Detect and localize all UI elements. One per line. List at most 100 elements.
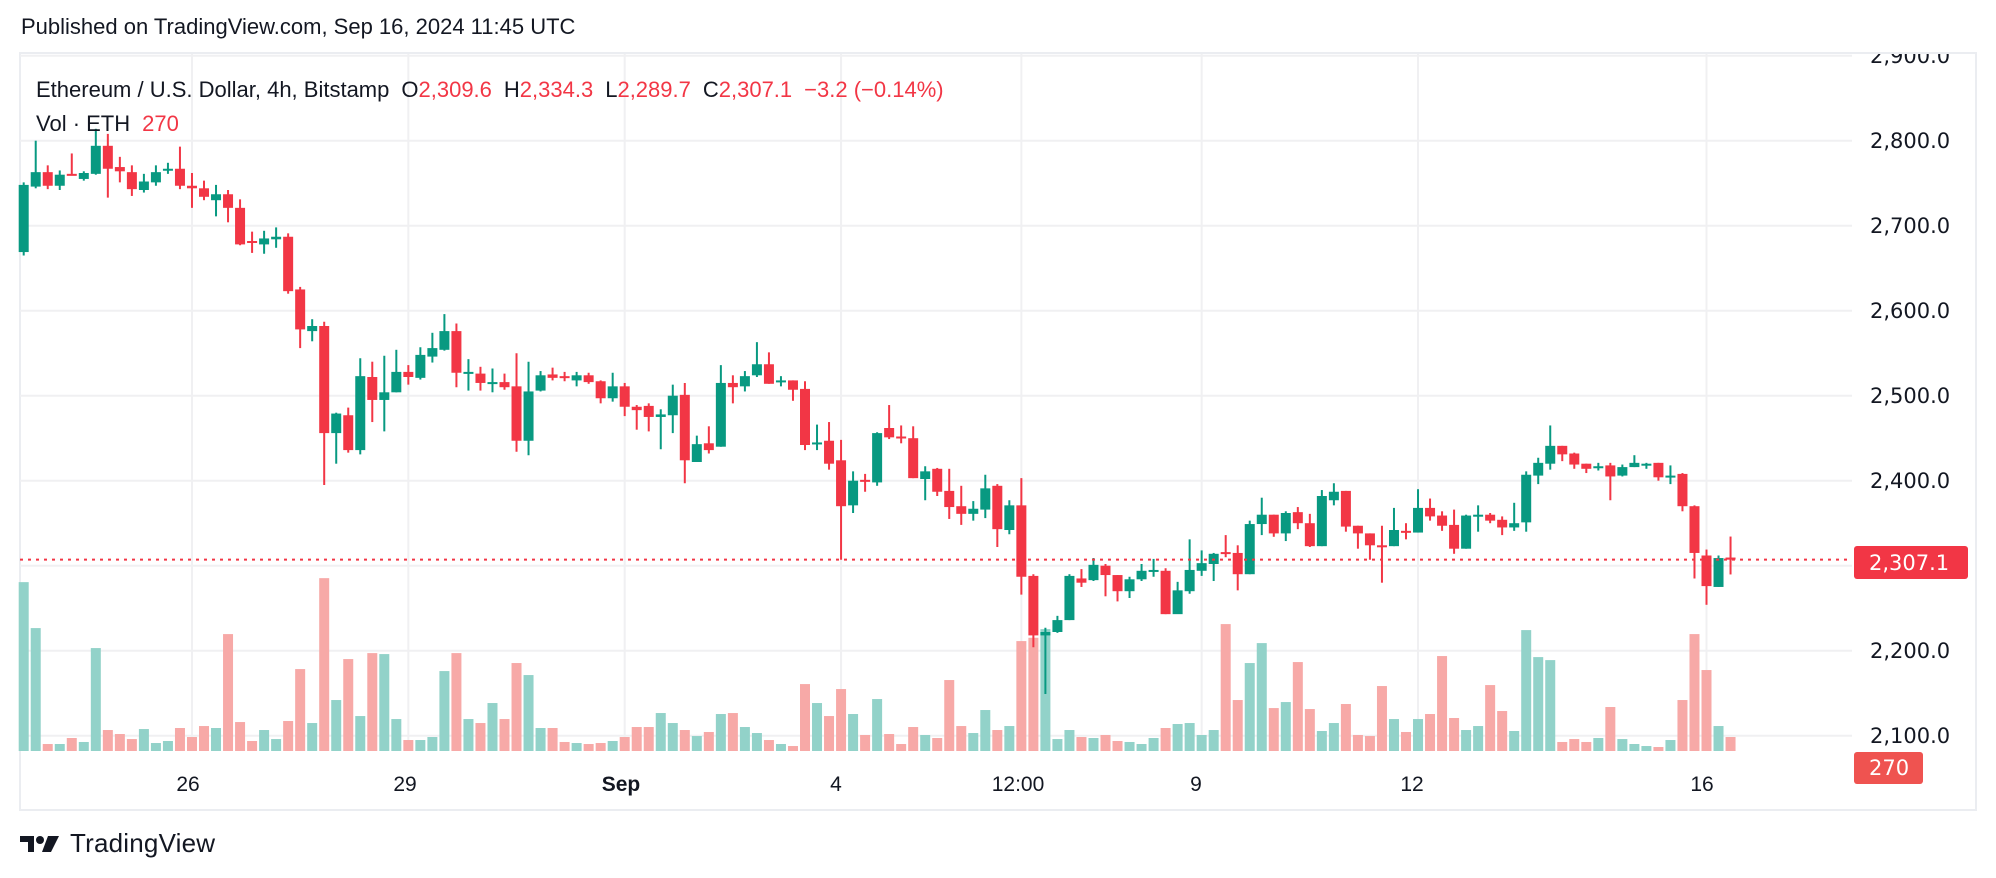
candle-down (367, 377, 378, 400)
candle-down (1340, 490, 1351, 527)
volume-bar (150, 743, 161, 751)
volume-bar (992, 730, 1003, 751)
candle-down (343, 415, 354, 451)
candle-down (42, 172, 53, 186)
candle-down (956, 506, 967, 514)
candle-down (896, 436, 907, 439)
candle-down (679, 394, 690, 461)
candle-down (884, 428, 895, 438)
volume-bar (1449, 718, 1460, 751)
price-tick: 2,900.0 (1870, 44, 1950, 68)
change-value: −3.2 (−0.14%) (804, 77, 944, 102)
volume-bar (1172, 724, 1183, 751)
volume-bar (1208, 730, 1219, 751)
volume-bar (295, 669, 306, 751)
volume-bar (271, 739, 282, 751)
volume-bar (812, 703, 823, 751)
candle-up (1413, 507, 1424, 533)
volume-bar (439, 671, 450, 751)
tradingview-logo-icon (20, 835, 59, 852)
volume-bar (667, 723, 678, 751)
tradingview-logo[interactable]: TradingView (20, 828, 215, 859)
candle-down (403, 371, 414, 377)
volume-bar (775, 744, 786, 751)
volume-bar (956, 726, 967, 751)
volume-bar (18, 582, 29, 751)
volume-bar (595, 743, 606, 751)
candle-up (523, 391, 534, 441)
candle-down (451, 331, 462, 373)
candle-down (102, 145, 113, 169)
candle-down (559, 376, 570, 379)
candle-up (391, 371, 402, 393)
volume-bar (571, 743, 582, 751)
candle-up (1172, 590, 1183, 615)
volume-bar (499, 719, 510, 751)
volume-bar (1364, 736, 1375, 751)
candle-up (1316, 496, 1327, 547)
candle-down (824, 440, 835, 464)
volume-bar (1689, 634, 1700, 751)
volume-bar (763, 740, 774, 751)
volume-bar (1617, 739, 1628, 751)
volume-bar (1521, 630, 1532, 751)
volume-bar (174, 728, 185, 751)
volume-label[interactable]: Vol · ETH (36, 111, 131, 136)
volume-bar (535, 728, 546, 751)
open-label: O (401, 77, 419, 102)
volume-bar (487, 703, 498, 751)
candle-down (1725, 557, 1736, 560)
volume-bar (1509, 731, 1520, 751)
volume-bar (908, 727, 919, 751)
time-tick: 4 (830, 773, 842, 796)
candle-up (379, 392, 390, 400)
candle-up (1533, 462, 1544, 476)
volume-bar (1052, 739, 1063, 751)
candle-down (283, 236, 294, 292)
volume-bar (1701, 670, 1712, 751)
candle-up (1256, 514, 1267, 525)
candle-down (703, 443, 714, 451)
volume-bar (355, 716, 366, 751)
tradingview-logo-text: TradingView (70, 828, 216, 858)
candle-up (1124, 579, 1135, 592)
volume-bar (138, 729, 149, 751)
volume-bar (223, 634, 234, 751)
volume-bar (1401, 731, 1411, 751)
volume-bar (523, 675, 534, 751)
high-value: 2,334.3 (519, 77, 594, 102)
candle-down (295, 289, 306, 330)
time-axis[interactable]: 26 29 Sep 4 12:00 9 12 16 (176, 773, 1713, 796)
symbol-title[interactable]: Ethereum / U.S. Dollar, 4h, Bitstamp (36, 77, 390, 102)
candle-up (1713, 558, 1724, 587)
price-tick: 2,800.0 (1870, 129, 1950, 153)
volume-bar (379, 654, 390, 751)
volume-bar (1388, 719, 1399, 751)
volume-bar (427, 737, 438, 751)
candle-up (1665, 475, 1676, 478)
volume-bar (30, 628, 41, 751)
volume-bar (1545, 660, 1556, 751)
volume-bar (848, 714, 859, 751)
candle-down (1653, 462, 1664, 478)
volume-bar (896, 744, 907, 751)
volume-bar (691, 736, 702, 751)
volume-bar (655, 713, 666, 751)
candle-up (1088, 564, 1099, 581)
candle-down (1112, 575, 1123, 592)
candle-up (463, 371, 474, 374)
volume-bar (102, 730, 113, 751)
price-axis[interactable]: 2,900.0 2,800.0 2,700.0 2,600.0 2,500.0 … (1854, 44, 1968, 784)
volume-bar (114, 734, 125, 751)
chart-frame (19, 52, 1977, 811)
volume-bar (643, 727, 654, 751)
candle-up (667, 395, 678, 416)
volume-bar (1641, 746, 1652, 751)
volume-bar (1653, 747, 1664, 751)
volume-legend: Vol · ETH 270 (36, 111, 179, 137)
candle-down (1449, 524, 1460, 549)
volume-bar (1569, 739, 1580, 751)
candle-up (427, 348, 438, 357)
volume-bar (607, 741, 618, 751)
